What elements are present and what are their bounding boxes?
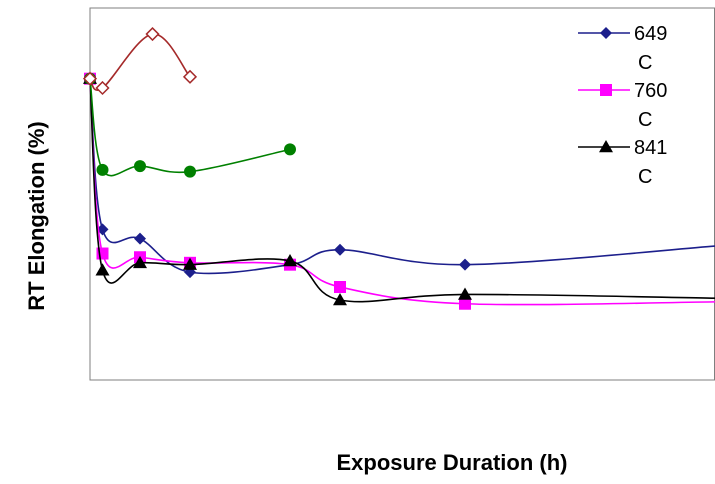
plot-frame: [89, 7, 715, 381]
series-3: [84, 72, 296, 178]
legend-item-2: 841 C: [578, 137, 667, 188]
legend-label-0-line1: 649: [634, 23, 667, 45]
series-2-point-4: [283, 253, 297, 267]
series-1-point-6: [459, 297, 471, 310]
series-4-line: [89, 33, 191, 91]
legend-label-2-line2: C: [638, 166, 652, 188]
series-4-point-3: [182, 69, 198, 84]
series-3-point-1: [96, 163, 109, 176]
y-axis-title: RT Elongation (%): [24, 121, 49, 310]
legend-item-1: 760 C: [578, 80, 667, 131]
series-1: [84, 72, 715, 310]
series-layer: [82, 26, 715, 310]
x-axis-title: Exposure Duration (h): [336, 450, 567, 475]
series-4-point-2: [145, 26, 160, 42]
series-2: [83, 71, 715, 306]
series-2-point-6: [458, 287, 472, 300]
series-0: [84, 72, 715, 279]
series-2-line: [89, 78, 715, 303]
series-0-point-5: [334, 243, 346, 256]
legend-label-2-line1: 841: [634, 137, 667, 159]
series-4-point-0: [82, 71, 98, 86]
series-0-point-6: [459, 258, 471, 271]
series-3-point-3: [184, 165, 196, 178]
legend: 649 C 760 C 841 C: [578, 23, 667, 188]
legend-label-1-line1: 760: [634, 80, 667, 102]
series-2-point-2: [133, 255, 147, 269]
series-0-point-2: [134, 232, 146, 245]
series-4-point-1: [95, 80, 110, 96]
series-3-line: [89, 78, 291, 177]
series-3-point-4: [284, 143, 296, 156]
series-0-line: [89, 78, 715, 275]
legend-swatch-marker-0: [600, 27, 612, 39]
series-4: [82, 26, 198, 96]
legend-label-0-line2: C: [638, 52, 652, 74]
legend-swatch-marker-1: [600, 84, 612, 96]
series-2-point-1: [95, 263, 110, 276]
series-3-point-2: [134, 160, 146, 173]
series-2-point-3: [183, 257, 197, 270]
legend-label-1-line2: C: [638, 109, 652, 131]
series-1-point-5: [334, 281, 346, 293]
plot-area-border: [89, 7, 715, 381]
legend-swatch-marker-2: [599, 140, 613, 153]
legend-item-0: 649 C: [578, 23, 667, 74]
series-2-point-5: [333, 293, 347, 306]
